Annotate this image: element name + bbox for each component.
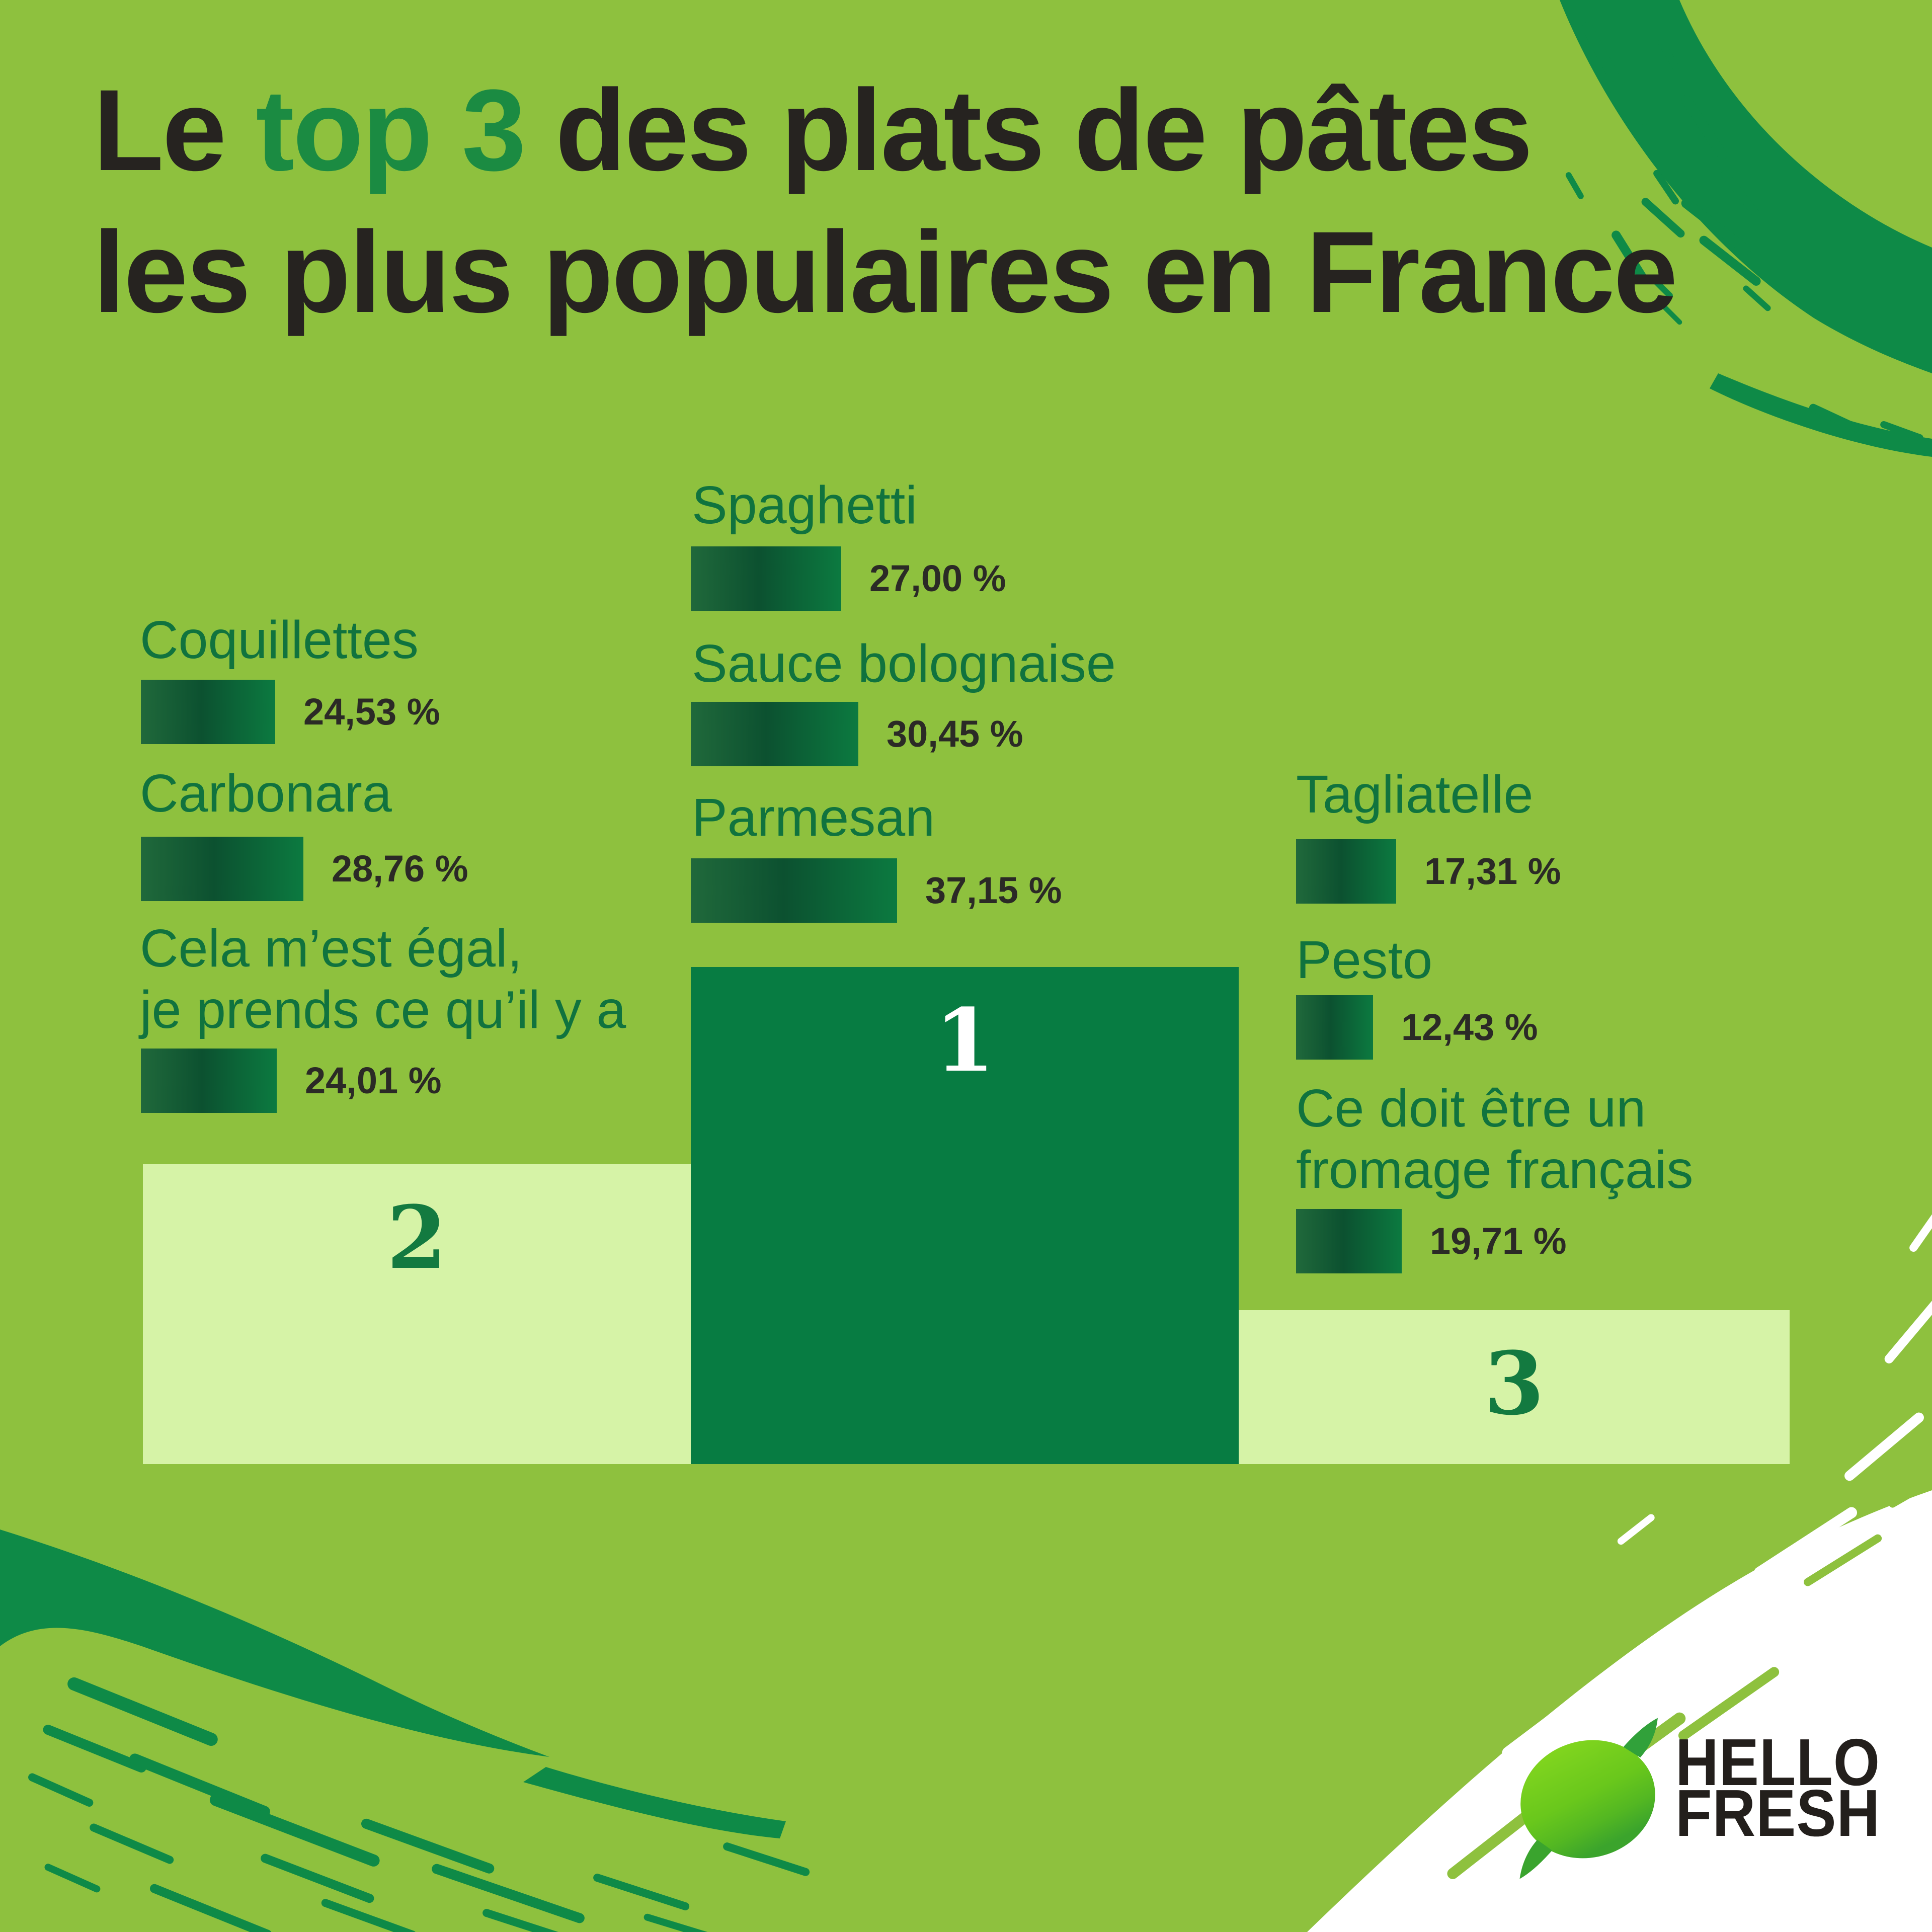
page-title-line2: les plus populaires en France (93, 207, 1678, 337)
podium-column-rank-1: 1 (691, 967, 1239, 1464)
bar-label: Tagliatelle (1296, 765, 1534, 824)
bar-label: Ce doit être un fromage français (1296, 1079, 1694, 1199)
bar-value: 17,31 % (1424, 850, 1561, 892)
bar (691, 702, 858, 766)
bar (691, 858, 897, 923)
hellofresh-logo-text: HELLO FRESH (1675, 1725, 1881, 1850)
bar-value: 37,15 % (925, 869, 1062, 911)
bar-value: 24,53 % (303, 691, 440, 733)
white-corner-brush (1307, 1200, 1932, 1932)
title-accent: top 3 (256, 65, 526, 195)
page-title-line1: Le top 3 des plats de pâtes (93, 59, 1676, 201)
bar (691, 546, 841, 611)
bar (141, 680, 275, 744)
bar-label: Parmesan (692, 788, 935, 847)
bar-value: 24,01 % (305, 1060, 442, 1101)
bar-value: 30,45 % (887, 713, 1023, 755)
podium-column-rank-3: 3 (1239, 1310, 1790, 1464)
bar (1296, 995, 1373, 1060)
podium-rank-number: 2 (386, 1186, 447, 1289)
title-prefix: Le (93, 65, 256, 195)
bar-value: 27,00 % (869, 557, 1006, 599)
bar-label: Carbonara (140, 764, 392, 823)
bar-label: Pesto (1296, 930, 1433, 990)
bar-label: Coquillettes (140, 610, 419, 670)
podium-rank-number: 1 (934, 989, 995, 1091)
title-suffix: des plats de pâtes (524, 65, 1533, 195)
bar-label: Spaghetti (692, 475, 917, 535)
bar (141, 1049, 277, 1113)
bar (1296, 1209, 1402, 1273)
brush-top-right-icon (1560, 0, 1932, 457)
bar-value: 12,43 % (1401, 1006, 1538, 1048)
podium-column-rank-2: 2 (143, 1164, 691, 1464)
page-title: Le top 3 des plats de pâtes les plus pop… (93, 59, 1678, 343)
bar-value: 19,71 % (1430, 1220, 1567, 1262)
bar (1296, 839, 1396, 904)
lime-icon (1519, 1718, 1658, 1879)
logo-line-hello: HELLO (1675, 1725, 1881, 1799)
brush-bottom-left-icon (0, 1530, 810, 1932)
bar (141, 837, 303, 901)
bar-value: 28,76 % (332, 848, 468, 890)
bar-label: Sauce bolognaise (692, 634, 1116, 693)
bar-label: Cela m’est égal, je prends ce qu’il y a (140, 919, 626, 1039)
podium-rank-number: 3 (1484, 1332, 1545, 1434)
logo-line-fresh: FRESH (1675, 1776, 1881, 1850)
